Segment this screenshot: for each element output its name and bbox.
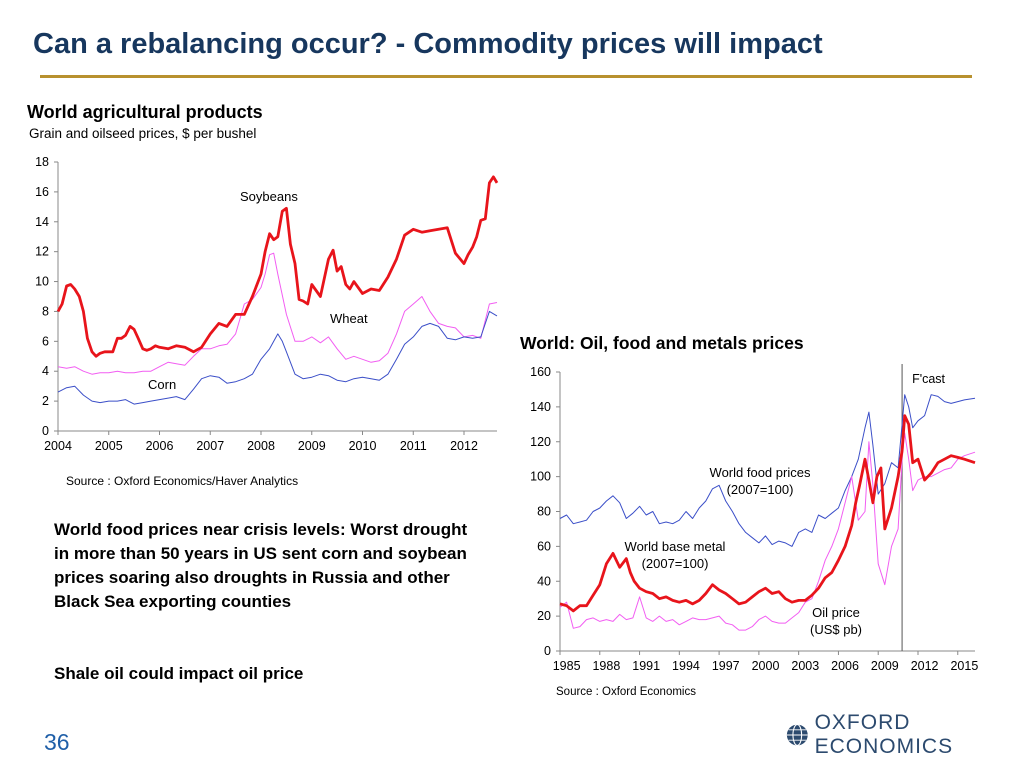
chart2-label-metal-unit: (2007=100) (642, 556, 709, 571)
chart2-series-world-line (559, 394, 976, 547)
chart1-title: World agricultural products (27, 102, 263, 122)
chart2-x-tick-label: 2009 (871, 659, 899, 673)
chart2-x-tick-label: 2006 (831, 659, 859, 673)
chart2-y-tick-label: 160 (530, 365, 551, 379)
chart2-y-tick-label: 0 (544, 644, 551, 658)
chart1-y-tick-label: 12 (35, 245, 49, 259)
chart2-forecast-label: F'cast (912, 372, 945, 386)
chart1-x-tick-label: 2007 (196, 439, 224, 453)
chart2-x-tick-label: 2012 (911, 659, 939, 673)
chart1-source: Source : Oxford Economics/Haver Analytic… (66, 474, 299, 488)
chart1-y-tick-label: 2 (42, 394, 49, 408)
chart1-y-tick-label: 10 (35, 275, 49, 289)
chart2-y-tick-label: 100 (530, 470, 551, 484)
chart1-y-tick-label: 0 (42, 424, 49, 438)
chart2-x-tick-label: 1985 (553, 659, 581, 673)
chart2-x-tick-label: 1994 (672, 659, 700, 673)
logo-text: OXFORD ECONOMICS (814, 711, 954, 758)
chart2-series-world-line (559, 432, 976, 631)
chart1-y-tick-label: 8 (42, 304, 49, 318)
chart2-label-food-unit: (2007=100) (727, 482, 794, 497)
chart1-x-tick-label: 2009 (298, 439, 326, 453)
chart1-series-soybeans-line (56, 175, 499, 358)
chart2-label-oil-unit: (US$ pb) (810, 622, 862, 637)
chart2-y-tick-label: 140 (530, 400, 551, 414)
chart1-x-tick-label: 2012 (450, 439, 478, 453)
chart2-x-tick-label: 2003 (791, 659, 819, 673)
title-rule (40, 75, 972, 78)
chart1-y-tick-label: 14 (35, 215, 49, 229)
chart2-x-tick-label: 1991 (632, 659, 660, 673)
chart2-y-tick-label: 40 (537, 574, 551, 588)
chart1-series-wheat-line (57, 252, 498, 375)
chart2-x-tick-label: 1988 (592, 659, 620, 673)
chart1-x-tick-label: 2005 (95, 439, 123, 453)
chart2-x-tick-label: 2015 (950, 659, 978, 673)
chart2-y-tick-label: 60 (537, 539, 551, 553)
chart2-y-tick-label: 120 (530, 435, 551, 449)
slide-title: Can a rebalancing occur? - Commodity pri… (33, 28, 823, 60)
chart1-y-tick-label: 16 (35, 185, 49, 199)
chart1-x-tick-label: 2004 (44, 439, 72, 453)
chart1-x-tick-label: 2011 (400, 439, 427, 453)
oxford-economics-logo: OXFORD ECONOMICS (786, 711, 1024, 758)
chart1-label-soybeans: Soybeans (240, 189, 298, 204)
chart2-label-food: World food prices (710, 465, 811, 480)
chart2-x-tick-label: 1997 (712, 659, 740, 673)
chart2-y-tick-label: 80 (537, 505, 551, 519)
chart1-x-tick-label: 2010 (349, 439, 377, 453)
chart1-y-tick-label: 18 (35, 155, 49, 169)
chart2-x-tick-label: 2000 (752, 659, 780, 673)
chart1-label-wheat: Wheat (330, 311, 368, 326)
chart1-subtitle: Grain and oilseed prices, $ per bushel (29, 126, 257, 141)
chart2-source: Source : Oxford Economics (556, 686, 696, 698)
chart1-y-tick-label: 4 (42, 364, 49, 378)
shale-oil-paragraph: Shale oil could impact oil price (54, 664, 304, 683)
globe-icon (786, 724, 808, 746)
chart1-label-corn: Corn (148, 377, 176, 392)
page-number: 36 (44, 729, 70, 755)
chart2-series-oil-line (559, 414, 976, 613)
chart2-title: World: Oil, food and metals prices (520, 333, 804, 353)
chart1-x-tick-label: 2008 (247, 439, 275, 453)
chart1-y-tick-label: 6 (42, 334, 49, 348)
chart1-series-corn-line (57, 310, 498, 405)
chart2-y-tick-label: 20 (537, 609, 551, 623)
chart2-label-metal: World base metal (625, 539, 726, 554)
chart2-label-oil: Oil price (812, 605, 860, 620)
chart1-x-tick-label: 2006 (146, 439, 174, 453)
food-prices-paragraph: World food prices near crisis levels: Wo… (54, 520, 468, 611)
